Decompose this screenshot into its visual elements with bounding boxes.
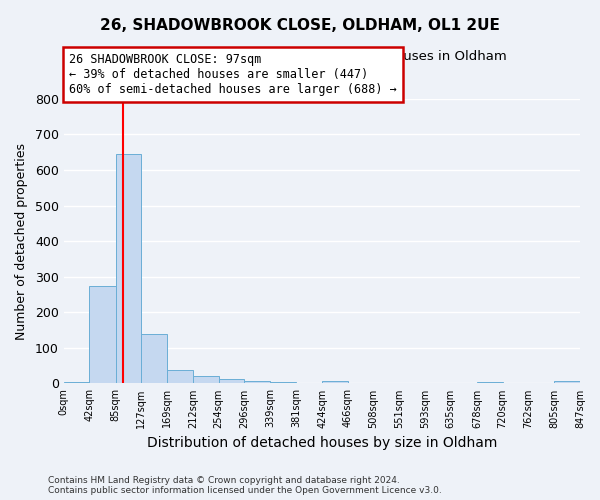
Bar — [218, 379, 244, 384]
X-axis label: Distribution of detached houses by size in Oldham: Distribution of detached houses by size … — [147, 436, 497, 450]
Bar — [244, 380, 271, 384]
Bar — [477, 382, 503, 384]
Bar — [64, 382, 89, 384]
Bar — [89, 286, 116, 384]
Text: 26, SHADOWBROOK CLOSE, OLDHAM, OL1 2UE: 26, SHADOWBROOK CLOSE, OLDHAM, OL1 2UE — [100, 18, 500, 32]
Text: Contains HM Land Registry data © Crown copyright and database right 2024.
Contai: Contains HM Land Registry data © Crown c… — [48, 476, 442, 495]
Title: Size of property relative to detached houses in Oldham: Size of property relative to detached ho… — [137, 50, 507, 63]
Bar — [554, 380, 580, 384]
Bar — [193, 376, 218, 384]
Text: 26 SHADOWBROOK CLOSE: 97sqm
← 39% of detached houses are smaller (447)
60% of se: 26 SHADOWBROOK CLOSE: 97sqm ← 39% of det… — [69, 53, 397, 96]
Y-axis label: Number of detached properties: Number of detached properties — [15, 142, 28, 340]
Bar — [141, 334, 167, 384]
Bar — [116, 154, 141, 384]
Bar — [271, 382, 296, 384]
Bar — [322, 381, 348, 384]
Bar — [167, 370, 193, 384]
